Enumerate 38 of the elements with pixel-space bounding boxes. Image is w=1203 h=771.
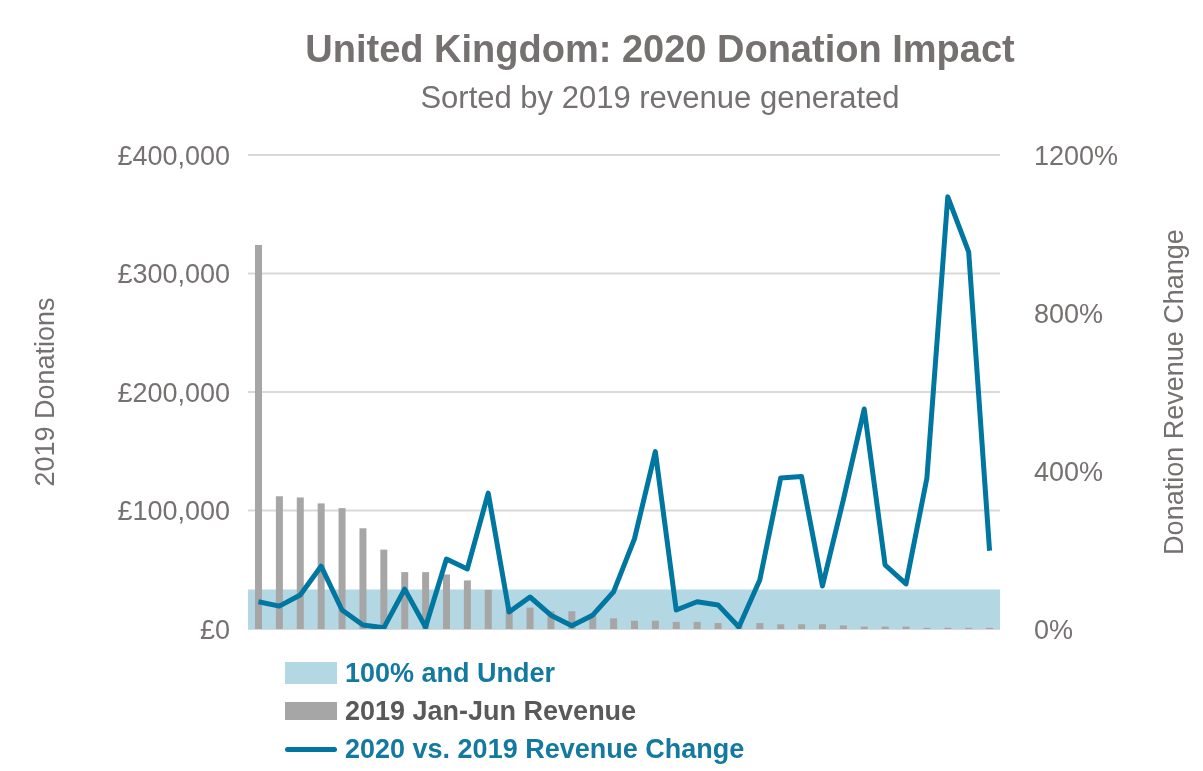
bar [443, 574, 450, 629]
bar [317, 503, 325, 629]
chart-subtitle: Sorted by 2019 revenue generated [419, 80, 901, 116]
y-tick-label: £100,000 [117, 496, 230, 527]
bar [463, 580, 471, 629]
bar [484, 589, 492, 629]
bar [777, 624, 785, 629]
bar [610, 618, 618, 629]
bar [672, 621, 680, 629]
bar [756, 623, 764, 629]
bar [275, 496, 283, 629]
y-tick-label: £200,000 [117, 377, 230, 408]
y2-tick-label: 0% [1034, 614, 1074, 645]
legend-label: 100% and Under [345, 657, 556, 689]
bar [798, 624, 806, 629]
y-axis-title: 2019 Donations [29, 297, 60, 487]
y-tick-label: £300,000 [117, 259, 230, 290]
bar [359, 528, 367, 629]
bar [839, 625, 847, 629]
bar [631, 620, 638, 629]
y-tick-label: £400,000 [117, 140, 230, 171]
bar [714, 623, 722, 629]
bar [651, 620, 659, 629]
bar [819, 624, 826, 629]
legend-label: 2019 Jan-Jun Revenue [345, 695, 637, 727]
y2-axis-title: Donation Revenue Change [1158, 229, 1189, 555]
bar [296, 497, 304, 629]
bar [255, 245, 262, 629]
y2-tick-label: 800% [1034, 298, 1104, 329]
bar [693, 621, 701, 629]
legend-label: 2020 vs. 2019 Revenue Change [345, 733, 745, 765]
bar [380, 549, 388, 629]
y2-tick-label: 400% [1034, 456, 1104, 487]
y-tick-label: £0 [199, 614, 230, 645]
bar [526, 607, 534, 629]
bar [338, 508, 346, 629]
chart-title: United Kingdom: 2020 Donation Impact [304, 28, 1016, 71]
y2-tick-label: 1200% [1034, 140, 1119, 171]
